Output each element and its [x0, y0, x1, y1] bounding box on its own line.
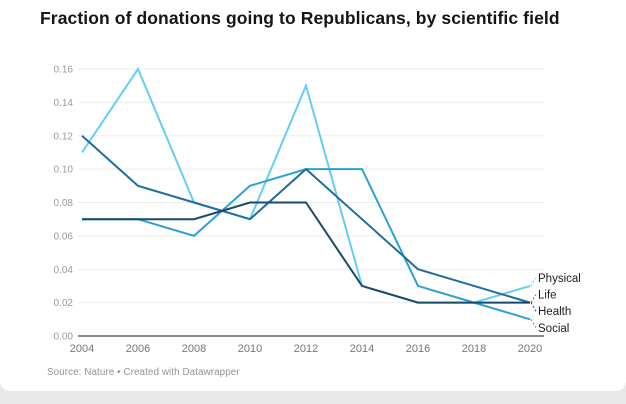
y-tick-label: 0.04	[54, 265, 74, 276]
series-line-life	[81, 135, 531, 304]
y-tick-label: 0.10	[54, 165, 74, 176]
legend-leader-health	[530, 302, 537, 312]
legend-label-social: Social	[538, 323, 569, 335]
series-line-physical	[81, 66, 531, 304]
legend-leader-social	[530, 319, 537, 329]
source-attribution: Source: Nature • Created with Datawrappe…	[47, 367, 240, 378]
series-line-health	[82, 201, 530, 304]
x-tick-label: 2020	[518, 343, 542, 355]
y-tick-label: 0.00	[54, 332, 74, 343]
y-tick-label: 0.14	[54, 98, 74, 109]
legend-label-health: Health	[538, 306, 571, 318]
y-tick-label: 0.16	[54, 65, 74, 76]
chart-title: Fraction of donations going to Republica…	[40, 8, 560, 28]
x-tick-label: 2006	[126, 343, 150, 355]
x-tick-label: 2008	[182, 343, 206, 355]
x-tick-label: 2018	[462, 343, 486, 355]
x-tick-label: 2012	[294, 343, 318, 355]
x-tick-label: 2014	[350, 343, 374, 355]
legend-label-physical: Physical	[538, 273, 581, 285]
x-tick-label: 2016	[406, 343, 430, 355]
legend-leader-life	[530, 294, 537, 303]
x-tick-label: 2010	[238, 343, 262, 355]
legend-leader-physical	[530, 277, 537, 287]
x-tick-label: 2004	[70, 343, 94, 355]
legend-label-life: Life	[538, 290, 557, 302]
line-chart: 0.00 0.02 0.04 0.06 0.08 0.10 0.12 0.14 0.16 2004…	[54, 65, 581, 356]
chart-card: Fraction of donations going to Republica…	[0, 0, 626, 391]
series-line-social	[82, 168, 531, 321]
y-tick-label: 0.12	[54, 131, 74, 142]
y-tick-label: 0.02	[54, 298, 74, 309]
y-tick-label: 0.08	[54, 198, 74, 209]
y-tick-label: 0.06	[54, 231, 74, 242]
